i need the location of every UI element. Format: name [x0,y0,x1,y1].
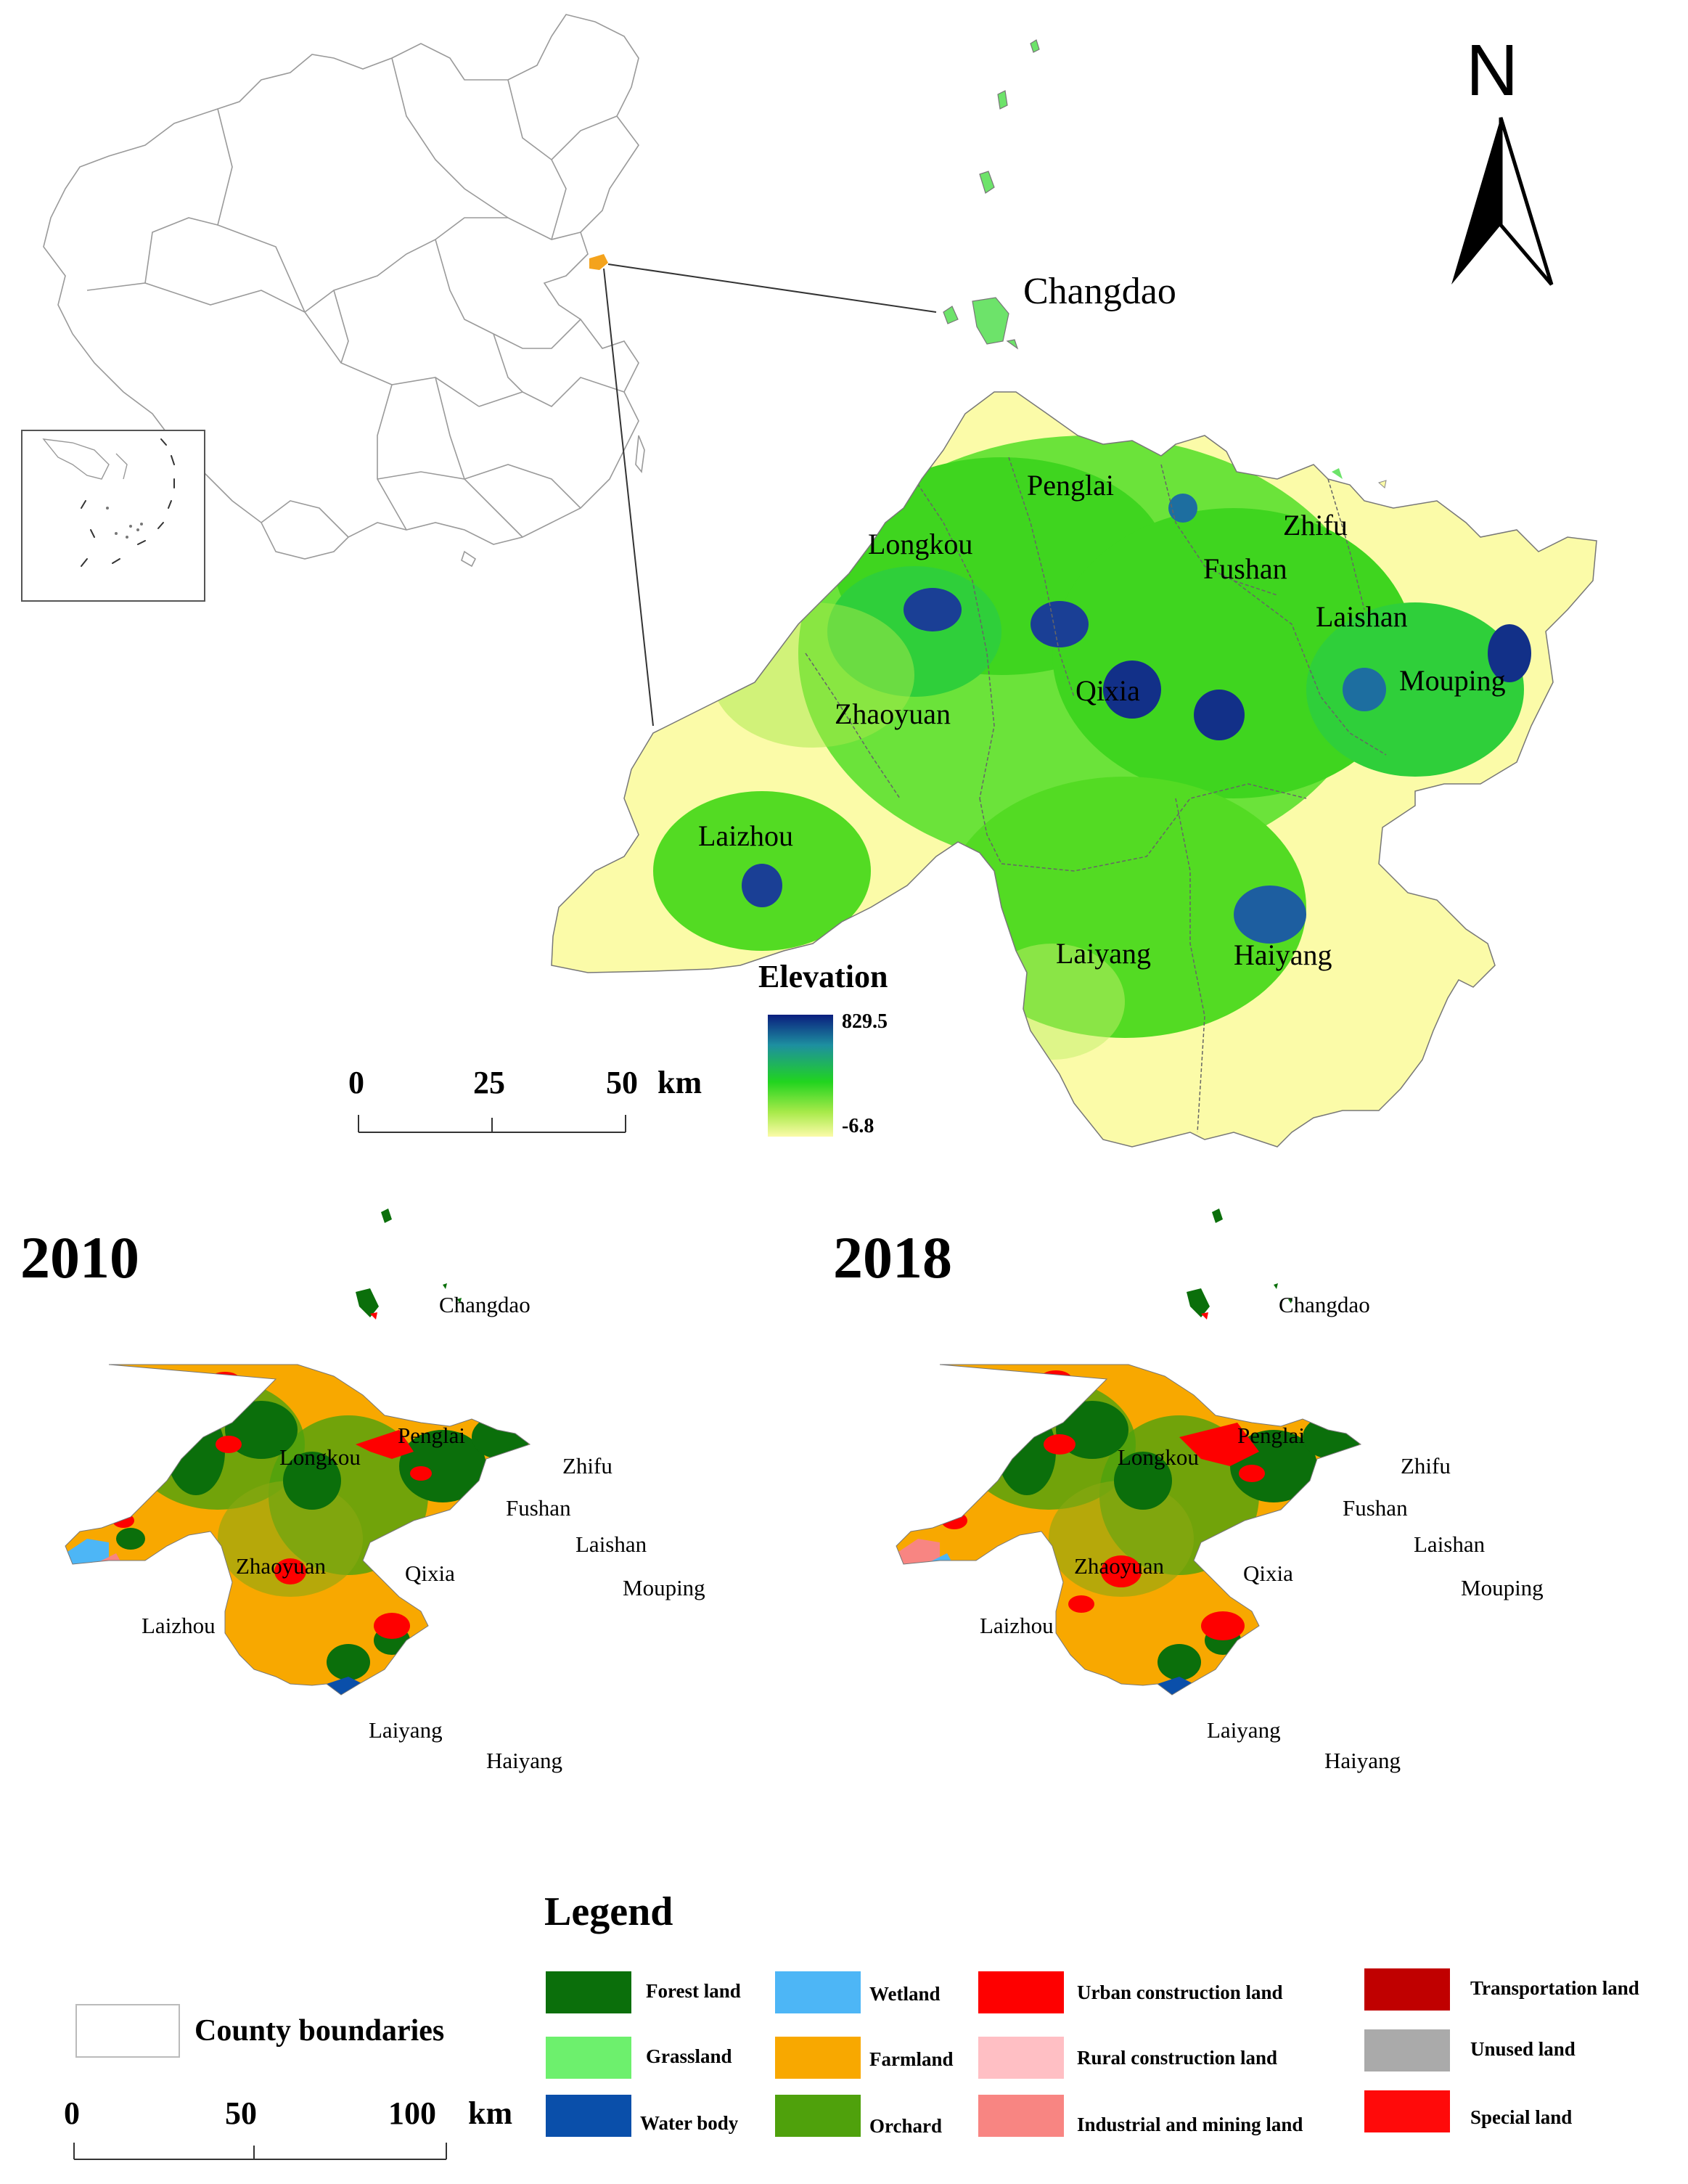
scale-bottom-tick-1: 50 [225,2095,257,2131]
lu2018-haiyang: Haiyang [1324,1748,1401,1773]
legend-swatch-water-body [546,2095,631,2137]
shandong-highlight [589,254,608,270]
lu2018-changdao: Changdao [1279,1292,1370,1317]
legend-label-transportation-land: Transportation land [1470,1977,1639,1999]
lu2010-laiyang: Laiyang [369,1717,443,1743]
legend-swatch-orchard [775,2095,861,2137]
label-zhifu: Zhifu [1283,509,1348,541]
legend-label-grassland: Grassland [646,2045,732,2067]
legend-label-rural-construction-land: Rural construction land [1077,2047,1278,2069]
changdao-islands [943,39,1040,350]
leader-line-2 [603,268,654,727]
legend-label-forest-land: Forest land [646,1980,741,2002]
lu2018-zhifu: Zhifu [1401,1453,1451,1479]
label-fushan: Fushan [1203,552,1287,585]
lu2010-zhifu: Zhifu [562,1453,612,1479]
legend-swatch-forest-land [546,1971,631,2013]
legend-swatch-industrial-and-mining-land [978,2095,1064,2137]
elevation-legend-title: Elevation [758,959,888,994]
lu2018-zhaoyuan: Zhaoyuan [1074,1553,1164,1579]
legend-label-water-body: Water body [640,2112,739,2134]
elevation-colorbar [768,1015,833,1137]
label-mouping: Mouping [1399,664,1506,697]
legend-label-special-land: Special land [1470,2106,1573,2128]
label-laiyang: Laiyang [1056,937,1152,970]
lu2010-laizhou: Laizhou [142,1613,216,1638]
scale-top-tick-1: 25 [473,1065,505,1100]
county-boundaries-label: County boundaries [194,2014,445,2048]
legend-label-unused-land: Unused land [1470,2038,1576,2060]
changdao-inset-label: Changdao [1023,271,1176,312]
lu2018-mouping: Mouping [1461,1575,1544,1600]
elevation-min-label: -6.8 [842,1115,874,1137]
lu2010-mouping: Mouping [623,1575,705,1600]
lu2018-longkou: Longkou [1118,1444,1199,1470]
lu2018-fushan: Fushan [1343,1495,1408,1521]
north-letter: N [1466,30,1519,111]
label-penglai: Penglai [1027,469,1114,502]
legend-swatch-grassland [546,2037,631,2079]
label-laizhou: Laizhou [698,819,794,852]
label-haiyang: Haiyang [1234,938,1332,971]
lu2018-penglai: Penglai [1237,1423,1305,1448]
year-title-2010: 2010 [20,1224,139,1291]
label-longkou: Longkou [868,528,973,560]
legend-label-farmland: Farmland [869,2048,954,2070]
county-boundary-swatch [75,2004,180,2058]
elevation-max-label: 829.5 [842,1010,888,1033]
lu2010-changdao: Changdao [439,1292,530,1317]
label-qixia: Qixia [1076,674,1140,707]
north-arrow-shape [1451,117,1554,286]
legend-swatch-special-land [1364,2090,1450,2132]
lu2010-fushan: Fushan [506,1495,571,1521]
scale-top-tick-0: 0 [348,1065,364,1100]
legend-label-wetland: Wetland [869,1983,941,2005]
legend-title: Legend [544,1889,673,1934]
legend-swatch-farmland [775,2037,861,2079]
year-title-2018: 2018 [833,1224,952,1291]
legend-label-orchard: Orchard [869,2115,942,2137]
scale-top-tick-2: 50 [606,1065,638,1100]
lu2018-laizhou: Laizhou [980,1613,1054,1638]
lu2010-longkou: Longkou [279,1444,361,1470]
scale-bottom-tick-0: 0 [64,2095,80,2131]
legend-swatch-unused-land [1364,2029,1450,2071]
legend-swatch-rural-construction-land [978,2037,1064,2079]
legend-swatch-transportation-land [1364,1968,1450,2011]
label-laishan: Laishan [1316,600,1408,633]
legend-label-industrial-and-mining-land: Industrial and mining land [1077,2114,1303,2135]
lu2018-laiyang: Laiyang [1207,1717,1281,1743]
label-zhaoyuan: Zhaoyuan [835,698,951,730]
scale-bottom-unit: km [468,2095,513,2131]
scale-top-unit: km [657,1065,702,1100]
lu2018-laishan: Laishan [1414,1531,1486,1557]
scale-bar-bottom [73,2143,447,2160]
lu2010-qixia: Qixia [405,1561,455,1586]
legend-swatch-wetland [775,1971,861,2013]
lu2018-qixia: Qixia [1243,1561,1293,1586]
lu2010-zhaoyuan: Zhaoyuan [236,1553,326,1579]
south-china-sea-inset [21,430,205,602]
lu2010-penglai: Penglai [398,1423,465,1448]
leader-line-1 [607,263,937,313]
china-outline [43,14,639,560]
lu2010-haiyang: Haiyang [486,1748,563,1773]
scale-bottom-tick-2: 100 [388,2095,436,2131]
scale-bar-top [358,1115,626,1133]
legend-swatch-urban-construction-land [978,1971,1064,2013]
legend-label-urban-construction-land: Urban construction land [1077,1981,1283,2003]
lu2010-laishan: Laishan [575,1531,647,1557]
